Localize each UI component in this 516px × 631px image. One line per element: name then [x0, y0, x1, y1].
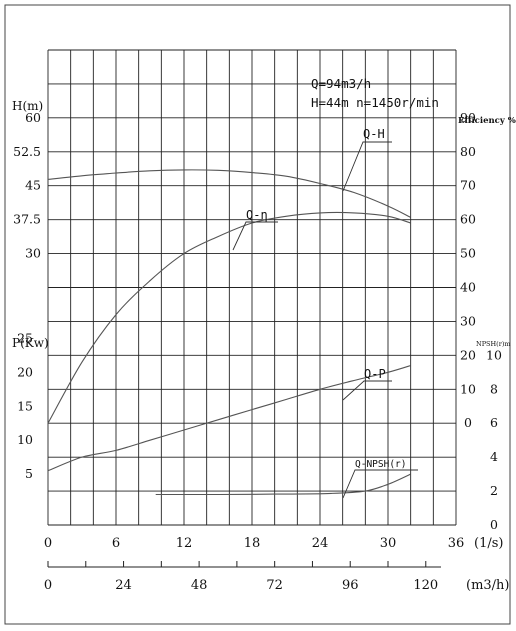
q-npsh-leader	[342, 469, 418, 499]
x-tick-label-m3h: 96	[342, 578, 359, 593]
npsh-tick-label: 0	[490, 517, 498, 532]
efficiency-tick-label: 10	[460, 381, 476, 396]
power-tick-label: 15	[17, 398, 33, 413]
curves	[47, 141, 418, 499]
efficiency-tick-label: 40	[460, 280, 476, 295]
x-tick-label-m3h: 48	[191, 578, 208, 593]
efficiency-tick-label: 20	[460, 347, 476, 362]
x-tick-label-m3h: 24	[115, 578, 132, 593]
q-h-curve	[47, 169, 411, 218]
q-h-leader	[342, 141, 392, 192]
efficiency-tick-label: 70	[460, 178, 476, 193]
x-unit-ls: (1/s)	[474, 536, 503, 551]
npsh-tick-label: 6	[490, 415, 498, 430]
q-p-leader	[342, 380, 392, 401]
head-tick-label: 30	[25, 246, 41, 261]
x-tick-label-m3h: 72	[266, 578, 283, 593]
grid	[47, 49, 457, 526]
x-tick-label-ls: 0	[44, 536, 52, 551]
npsh-tick-label: 10	[486, 347, 502, 362]
efficiency-axis-label: Efficiency %	[458, 116, 516, 126]
x-tick-label-m3h: 120	[413, 578, 438, 593]
series-label-q-npsh: Q-NPSH(r)	[355, 459, 406, 470]
series-label-q-eta: Q-η	[246, 208, 268, 222]
annotation-line-2: H=44m n=1450r/min	[311, 95, 439, 110]
power-axis-label: P(Kw)	[12, 336, 49, 350]
outer-frame	[4, 4, 511, 625]
power-tick-label: 5	[25, 466, 33, 481]
efficiency-tick-label: 60	[460, 212, 476, 227]
npsh-axis-label: NPSH(r)m	[476, 340, 511, 348]
x-tick-label-ls: 18	[244, 536, 261, 551]
npsh-tick-label: 8	[490, 381, 498, 396]
annotation-line-1: Q=94m3/h	[311, 76, 371, 91]
x-tick-label-ls: 24	[312, 536, 329, 551]
npsh-tick-label: 2	[490, 483, 498, 498]
x-tick-label-ls: 12	[176, 536, 193, 551]
efficiency-tick-label: 50	[460, 246, 476, 261]
efficiency-tick-label: 90	[460, 110, 476, 125]
q-p-curve	[47, 364, 411, 472]
head-tick-label: 37.5	[13, 212, 41, 227]
efficiency-tick-label: 0	[464, 415, 472, 430]
efficiency-tick-label: 30	[460, 313, 476, 328]
x-tick-label-ls: 36	[448, 536, 465, 551]
x-tick-label-ls: 6	[112, 536, 120, 551]
q-npsh-curve	[155, 473, 411, 496]
x-tick-label-m3h: 0	[44, 578, 52, 593]
x-unit-m3h: (m3/h)	[466, 578, 510, 593]
power-tick-label: 10	[17, 432, 33, 447]
labels: 0 6 12 18 24 30 360 24 48 72 96 1206052.54537.53025…	[13, 110, 502, 593]
x-tick-label-ls: 30	[380, 536, 397, 551]
head-axis-label: H(m)	[12, 99, 43, 113]
head-tick-label: 45	[25, 178, 41, 193]
head-tick-label: 60	[25, 110, 41, 125]
q-eta-leader	[232, 221, 278, 251]
head-tick-label: 52.5	[13, 144, 41, 159]
npsh-tick-label: 4	[490, 449, 498, 464]
power-tick-label: 25	[17, 330, 33, 345]
q-eta-curve	[47, 211, 411, 424]
power-tick-label: 20	[17, 364, 33, 379]
series-label-q-p: Q-P	[364, 367, 386, 381]
efficiency-tick-label: 80	[460, 144, 476, 159]
series-label-q-h: Q-H	[363, 127, 385, 141]
